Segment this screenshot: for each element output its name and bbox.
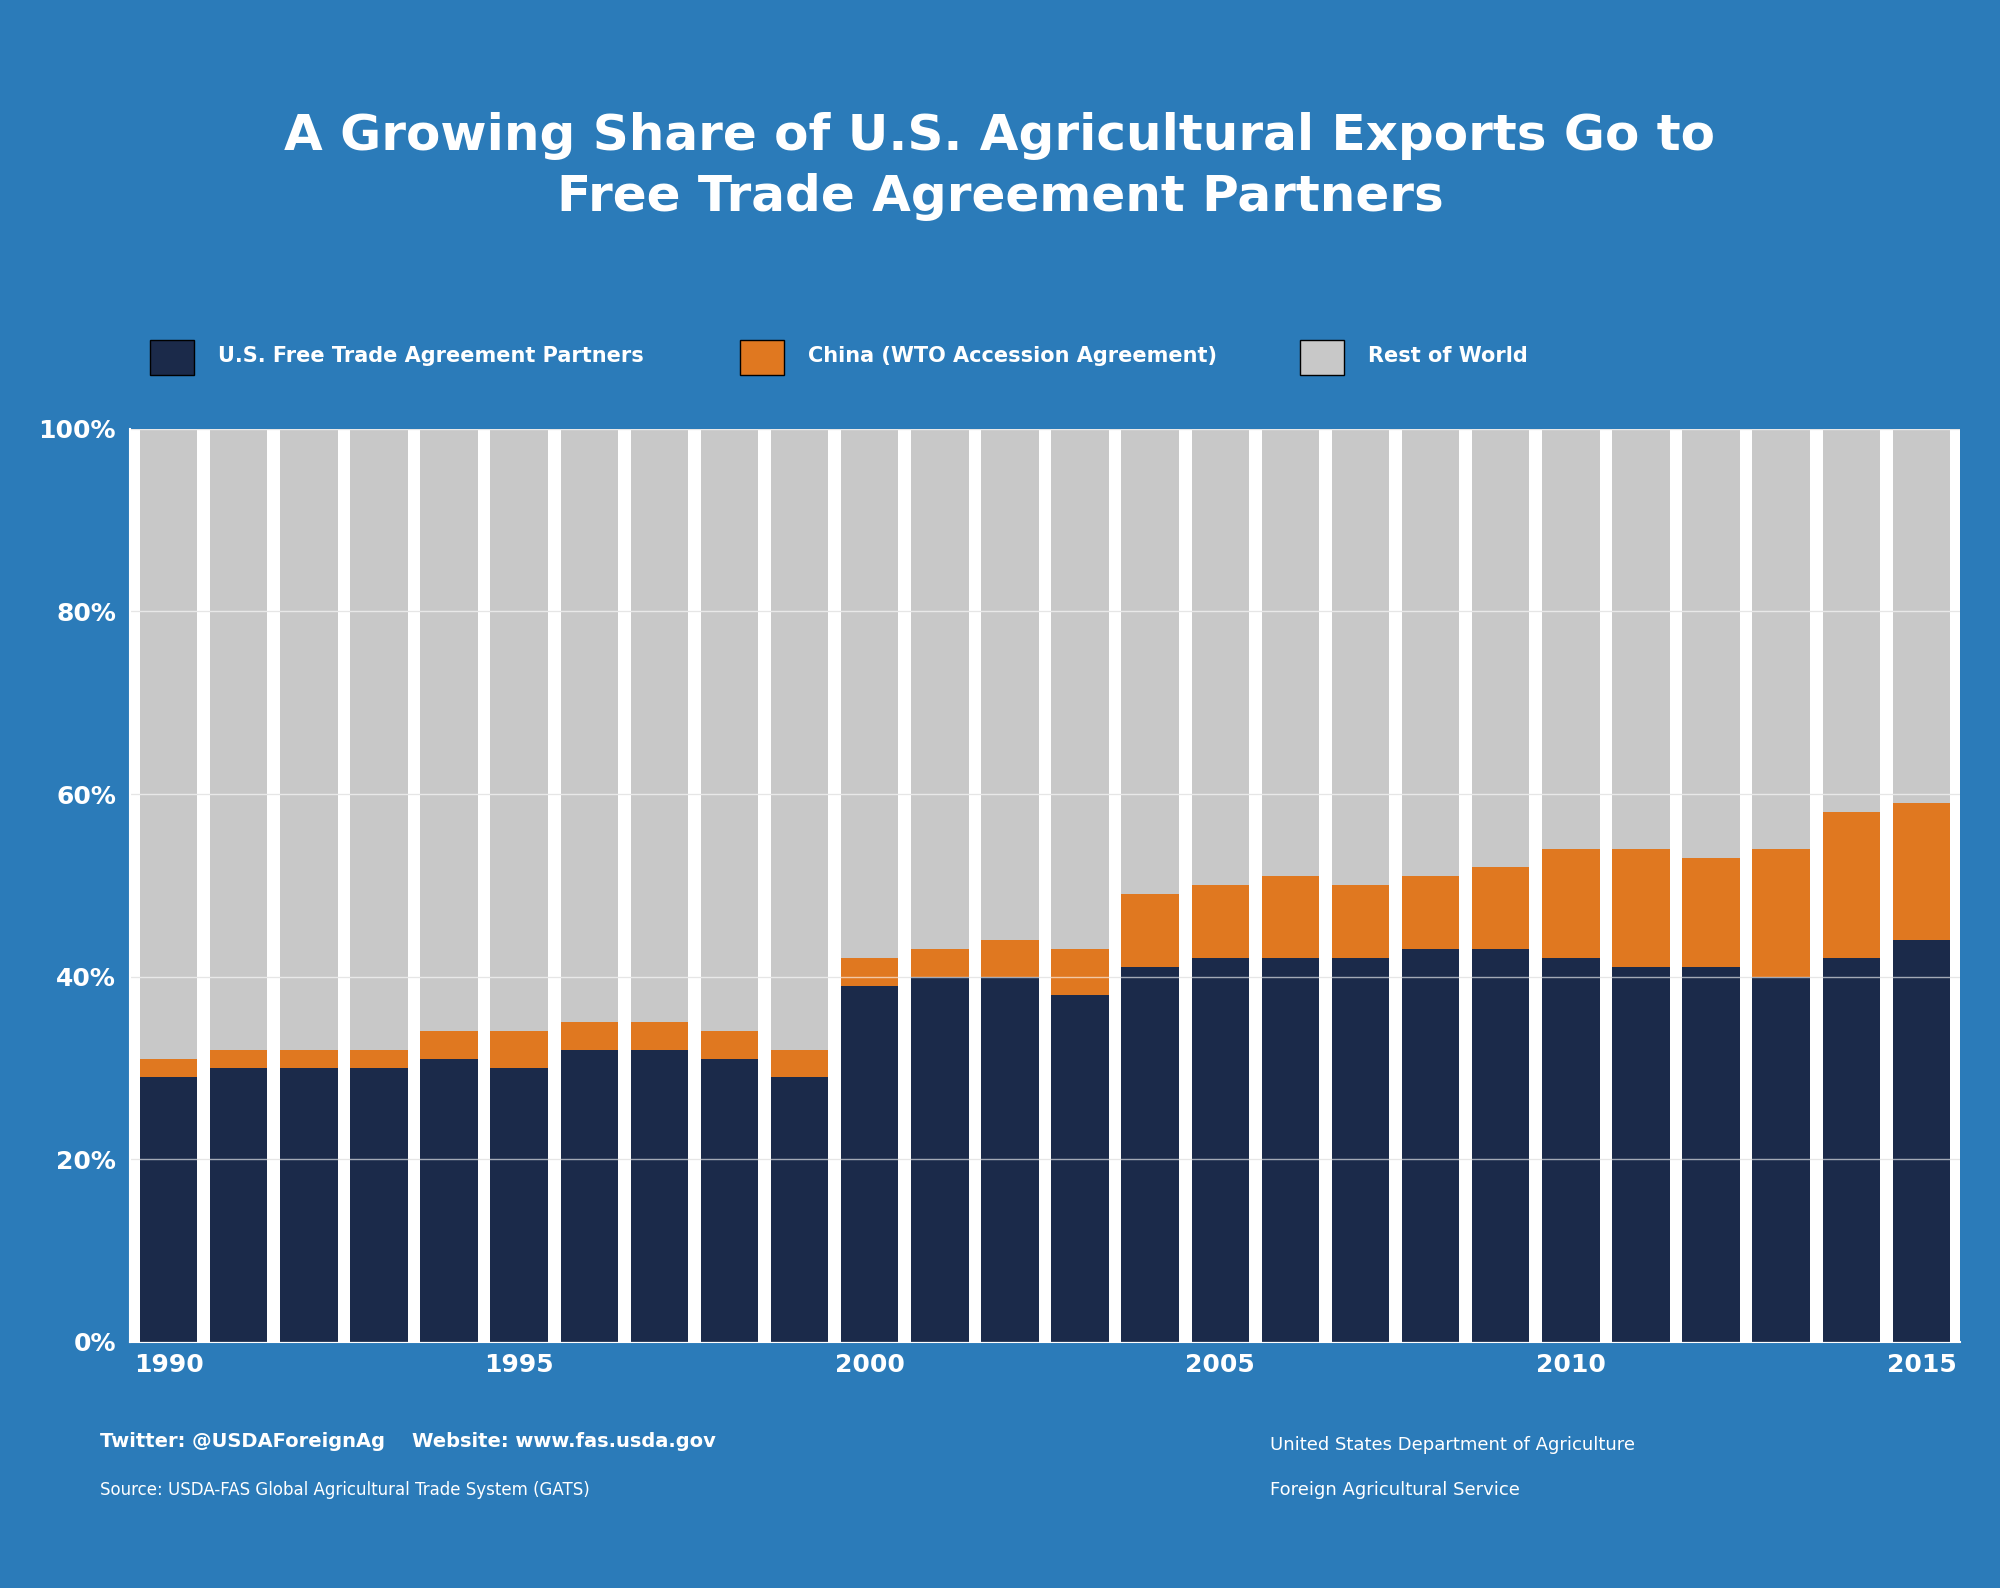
Bar <box>1822 429 1880 813</box>
Bar <box>1892 940 1950 1342</box>
Text: A Growing Share of U.S. Agricultural Exports Go to
Free Trade Agreement Partners: A Growing Share of U.S. Agricultural Exp… <box>284 113 1716 221</box>
Text: Rest of World: Rest of World <box>1368 346 1528 365</box>
Bar <box>1752 848 1810 977</box>
Bar <box>1472 429 1530 867</box>
Bar <box>912 977 968 1342</box>
Bar <box>982 429 1038 940</box>
Text: United States Department of Agriculture: United States Department of Agriculture <box>1270 1436 1636 1455</box>
Bar <box>1332 958 1390 1342</box>
Bar <box>982 977 1038 1342</box>
Bar <box>490 1069 548 1342</box>
Bar <box>1262 877 1320 958</box>
Bar <box>1752 429 1810 848</box>
Bar <box>630 1023 688 1050</box>
Bar <box>350 1050 408 1069</box>
Bar <box>1052 950 1108 994</box>
Bar <box>700 429 758 1032</box>
Bar <box>1542 958 1600 1342</box>
Bar <box>1192 958 1250 1342</box>
Bar <box>1612 967 1670 1342</box>
Bar <box>140 429 198 1059</box>
Bar <box>1262 429 1320 877</box>
Bar <box>840 429 898 958</box>
Text: China (WTO Accession Agreement): China (WTO Accession Agreement) <box>808 346 1216 365</box>
Bar <box>140 1077 198 1342</box>
Bar <box>630 429 688 1023</box>
Bar <box>770 1077 828 1342</box>
Bar <box>490 1032 548 1069</box>
Bar <box>840 986 898 1342</box>
Bar <box>210 429 268 1050</box>
Bar <box>560 429 618 1023</box>
Bar <box>1122 429 1178 894</box>
Bar <box>1402 950 1460 1342</box>
Bar <box>1332 429 1390 886</box>
Bar <box>1612 848 1670 967</box>
Text: Twitter: @USDAForeignAg    Website: www.fas.usda.gov: Twitter: @USDAForeignAg Website: www.fas… <box>100 1432 716 1451</box>
Bar <box>1822 811 1880 958</box>
Bar <box>210 1050 268 1069</box>
Text: Foreign Agricultural Service: Foreign Agricultural Service <box>1270 1480 1520 1499</box>
Bar <box>1682 429 1740 858</box>
Bar <box>1472 867 1530 950</box>
Bar <box>840 958 898 986</box>
Bar <box>1682 858 1740 967</box>
Bar <box>1052 429 1108 950</box>
Bar <box>350 1069 408 1342</box>
Bar <box>350 429 408 1050</box>
Bar <box>1822 958 1880 1342</box>
Bar <box>1122 967 1178 1342</box>
Bar <box>1052 994 1108 1342</box>
Bar <box>420 1059 478 1342</box>
Bar <box>982 940 1038 977</box>
Text: USDA: USDA <box>1724 1391 1856 1432</box>
Bar <box>1122 894 1178 967</box>
Bar <box>770 429 828 1050</box>
Bar <box>280 429 338 1050</box>
Bar <box>1472 950 1530 1342</box>
Bar <box>1752 977 1810 1342</box>
Bar <box>560 1050 618 1342</box>
Bar <box>700 1059 758 1342</box>
Bar <box>1542 848 1600 958</box>
Bar <box>140 1059 198 1077</box>
Bar <box>912 950 968 977</box>
Bar <box>280 1050 338 1069</box>
Bar <box>1402 429 1460 877</box>
Bar <box>1892 429 1950 804</box>
Bar <box>210 1069 268 1342</box>
Text: Source: USDA-FAS Global Agricultural Trade System (GATS): Source: USDA-FAS Global Agricultural Tra… <box>100 1480 590 1499</box>
Bar <box>1332 886 1390 958</box>
Bar <box>1402 877 1460 950</box>
Bar <box>1542 429 1600 848</box>
Bar <box>1192 886 1250 958</box>
Bar <box>1892 804 1950 940</box>
Bar <box>280 1069 338 1342</box>
Bar <box>1612 429 1670 848</box>
Bar <box>490 429 548 1032</box>
Text: U.S. Free Trade Agreement Partners: U.S. Free Trade Agreement Partners <box>218 346 644 365</box>
Bar <box>700 1032 758 1059</box>
Bar <box>630 1050 688 1342</box>
Bar <box>420 429 478 1032</box>
Bar <box>1682 967 1740 1342</box>
Bar <box>912 429 968 950</box>
Bar <box>1262 958 1320 1342</box>
Bar <box>1192 429 1250 886</box>
Bar <box>770 1050 828 1077</box>
Bar <box>420 1032 478 1059</box>
Bar <box>560 1023 618 1050</box>
